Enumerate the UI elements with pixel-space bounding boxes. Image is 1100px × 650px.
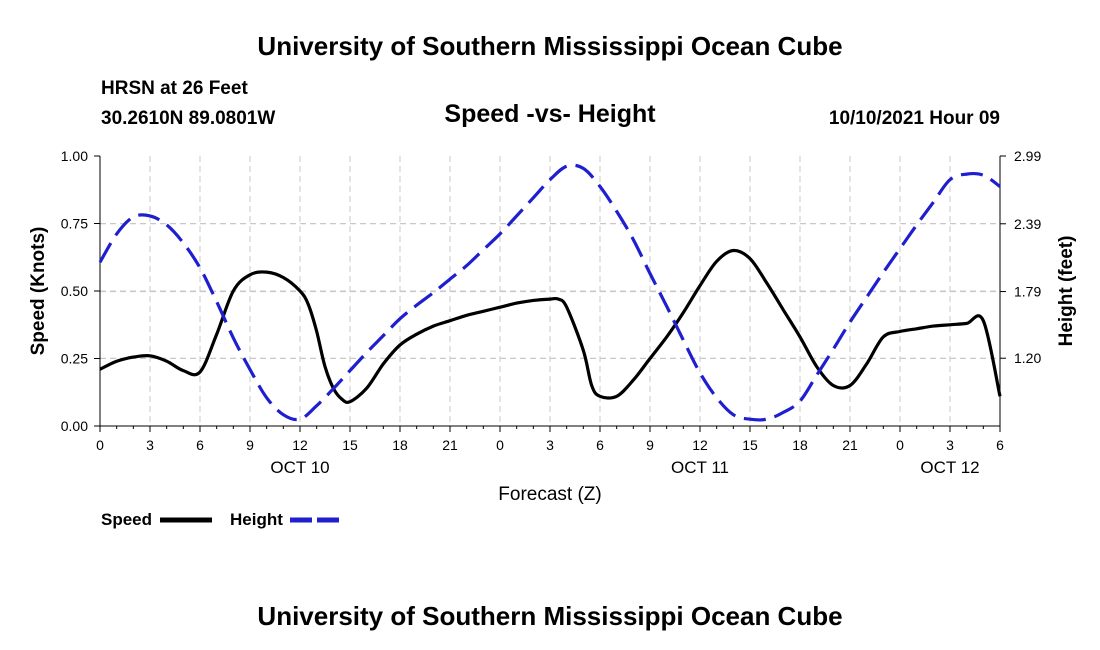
y-tick-label: 0.25 [61, 351, 88, 367]
x-tick-label: 6 [996, 437, 1004, 453]
y2-tick-label: 2.39 [1014, 216, 1041, 232]
x-tick-label: 3 [546, 437, 554, 453]
legend-speed-label: Speed [101, 510, 153, 529]
top-title: University of Southern Mississippi Ocean… [257, 31, 843, 61]
coordinates-label: 30.2610N 89.0801W [101, 108, 276, 129]
x-tick-label: 18 [392, 437, 408, 453]
x-tick-label: 12 [292, 437, 308, 453]
x-tick-label: 15 [742, 437, 758, 453]
x-tick-label: 18 [792, 437, 808, 453]
x-tick-label: 15 [342, 437, 358, 453]
y-tick-label: 0.00 [61, 418, 88, 434]
y2-tick-label: 2.99 [1014, 148, 1041, 164]
y2-axis-label: Height (feet) [1056, 236, 1077, 347]
station-label: HRSN at 26 Feet [101, 78, 248, 99]
y-tick-label: 0.50 [61, 283, 88, 299]
x-tick-label: 0 [496, 437, 504, 453]
speed-series-line [99, 248, 1002, 404]
date-label: OCT 10 [270, 458, 329, 477]
chart-title: Speed -vs- Height [444, 100, 656, 128]
x-tick-label: 0 [96, 437, 104, 453]
x-tick-label: 3 [946, 437, 954, 453]
x-tick-label: 12 [692, 437, 708, 453]
y2-tick-label: 1.20 [1014, 350, 1041, 366]
bottom-title: University of Southern Mississippi Ocean… [257, 601, 843, 631]
x-tick-label: 3 [146, 437, 154, 453]
forecast-datetime: 10/10/2021 Hour 09 [828, 108, 1000, 129]
x-tick-label: 21 [442, 437, 458, 453]
y-tick-label: 1.00 [61, 148, 88, 164]
x-tick-label: 9 [646, 437, 654, 453]
x-axis-label: Forecast (Z) [498, 484, 601, 505]
height-series-line [98, 163, 1001, 422]
x-tick-label: 9 [246, 437, 254, 453]
x-tick-label: 6 [596, 437, 604, 453]
date-label: OCT 12 [920, 458, 979, 477]
x-tick-label: 21 [842, 437, 858, 453]
x-tick-label: 6 [196, 437, 204, 453]
y2-tick-label: 1.79 [1014, 284, 1041, 300]
y-axis-label: Speed (Knots) [28, 227, 49, 356]
date-label: OCT 11 [671, 458, 729, 477]
x-tick-label: 0 [896, 437, 904, 453]
legend-height-label: Height [230, 510, 283, 529]
y-tick-label: 0.75 [61, 216, 88, 232]
